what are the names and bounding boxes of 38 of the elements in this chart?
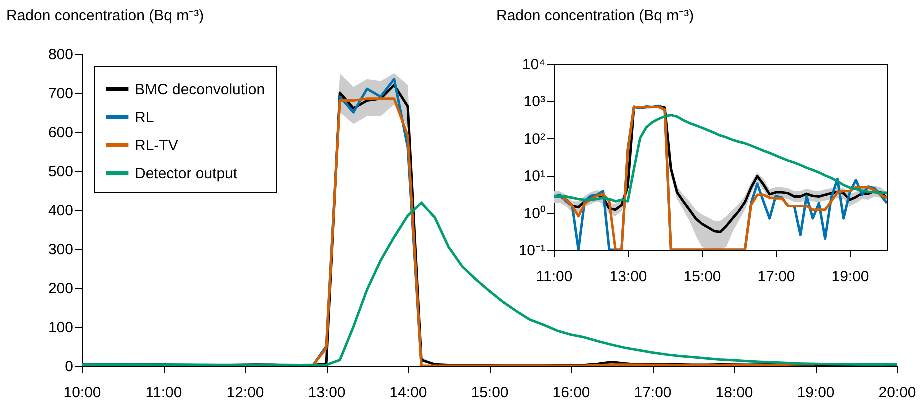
- x-tick-label: 11:00: [536, 268, 573, 286]
- x-tick-label: 11:00: [146, 384, 182, 402]
- x-tick-label: 19:00: [797, 384, 835, 402]
- y-tick-label: 10³: [524, 94, 546, 111]
- y-tick-label: 300: [48, 242, 74, 258]
- x-tick-label: 17:00: [758, 268, 796, 286]
- y-tick-label: 800: [48, 46, 74, 64]
- x-tick-label: 14:00: [390, 384, 428, 402]
- legend-label: RL: [135, 110, 154, 126]
- y-tick-label: 10¹: [524, 168, 546, 186]
- x-tick-label: 15:00: [471, 384, 509, 402]
- y-tick-label: 100: [48, 320, 74, 336]
- x-tick-label: 17:00: [634, 384, 672, 402]
- y-tick-label: 10⁰: [524, 205, 546, 222]
- y-axis-title: Radon concentration (Bq m⁻³): [496, 8, 694, 24]
- y-tick-label: 400: [48, 202, 74, 220]
- y-tick-label: 10⁴: [522, 56, 546, 74]
- y-tick-label: 700: [48, 86, 74, 102]
- y-tick-label: 600: [48, 124, 74, 142]
- line-series: [554, 114, 887, 203]
- y-tick-label: 0: [65, 358, 74, 376]
- x-tick-label: 19:00: [832, 268, 870, 286]
- y-tick-label: 200: [48, 280, 74, 298]
- x-tick-label: 15:00: [684, 268, 722, 286]
- x-tick-label: 13:00: [610, 268, 648, 286]
- legend-label: Detector output: [135, 166, 238, 182]
- x-tick-label: 13:00: [308, 384, 346, 402]
- y-tick-label: 500: [48, 164, 74, 180]
- x-tick-label: 18:00: [716, 384, 754, 402]
- x-tick-label: 12:00: [226, 384, 264, 402]
- x-tick-label: 16:00: [552, 384, 590, 402]
- y-tick-label: 10²: [524, 130, 546, 148]
- y-tick-label: 10⁻¹: [518, 242, 546, 260]
- legend-label: RL-TV: [135, 138, 178, 154]
- x-tick-label: 20:00: [878, 384, 916, 402]
- y-axis-title: Radon concentration (Bq m⁻³): [6, 8, 204, 24]
- x-tick-label: 10:00: [64, 384, 102, 402]
- legend-label: BMC deconvolution: [135, 82, 266, 98]
